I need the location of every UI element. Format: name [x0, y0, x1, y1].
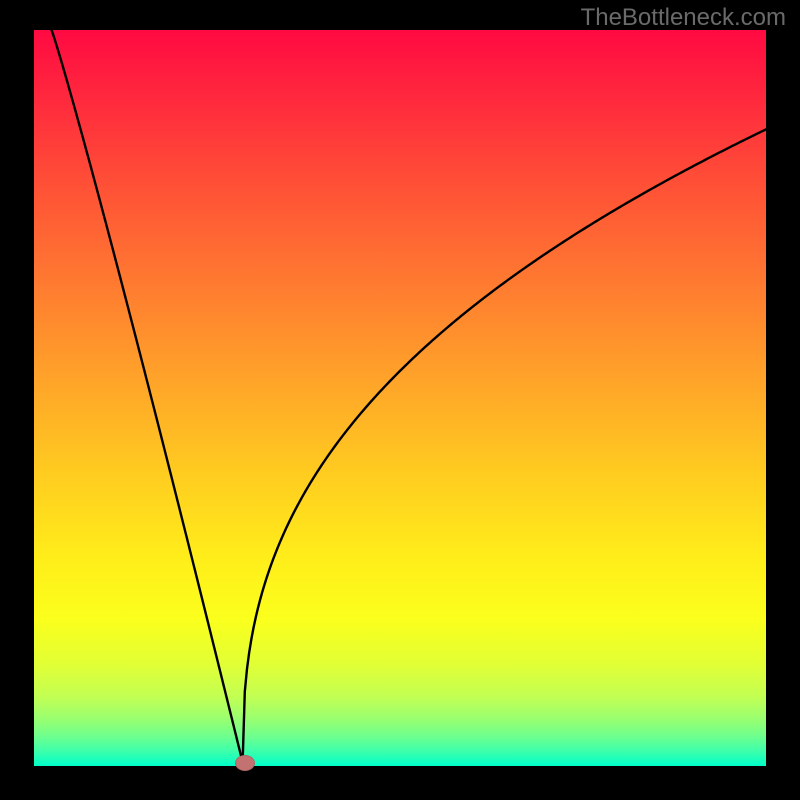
- bottleneck-chart: [34, 30, 766, 766]
- chart-container: TheBottleneck.com: [0, 0, 800, 800]
- optimal-point-marker: [235, 755, 255, 771]
- watermark-label: TheBottleneck.com: [581, 4, 786, 32]
